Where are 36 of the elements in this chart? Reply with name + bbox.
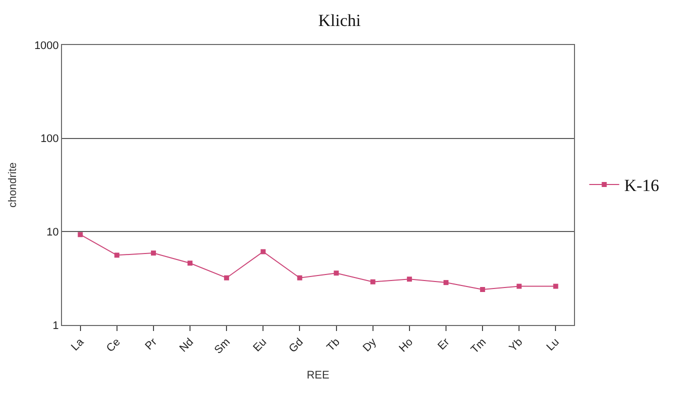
x-tick-label: Eu [251,336,270,354]
point [78,232,83,238]
point [297,275,302,280]
y-tick-label: 100 [40,133,59,146]
point [553,284,558,289]
y-tick-label: 1 [52,320,59,332]
x-tick-label: Lu [544,336,562,354]
point [406,276,412,282]
x-tick-label: Pr [143,336,160,352]
x-axis-title: REE [306,370,330,382]
x-tick-label: Ho [397,336,416,355]
y-tick-label: 10 [46,226,59,239]
point [150,250,156,256]
point [224,275,230,280]
x-tick-label: Tb [324,336,342,354]
point [516,284,522,289]
point [334,270,339,276]
x-tick-label: Dy [360,336,380,354]
legend-label: K-16 [624,176,660,196]
x-tick-label: Yb [507,336,526,354]
x-tick-label: Er [436,336,452,352]
x-tick-label: Tm [468,336,489,356]
point [188,260,192,266]
point [370,279,376,284]
y-tick-label: 1000 [34,40,59,52]
y-axis-title: chondrite [6,162,19,208]
point [260,249,266,254]
point [114,252,120,258]
x-tick-label: Gd [286,336,306,356]
x-tick-label: La [69,336,87,354]
point [444,280,448,286]
chart-title: Klichi [318,10,362,30]
x-tick-label: Ce [104,336,123,355]
point [480,287,486,292]
x-tick-label: Sm [212,336,233,356]
x-tick-label: Nd [178,336,196,355]
